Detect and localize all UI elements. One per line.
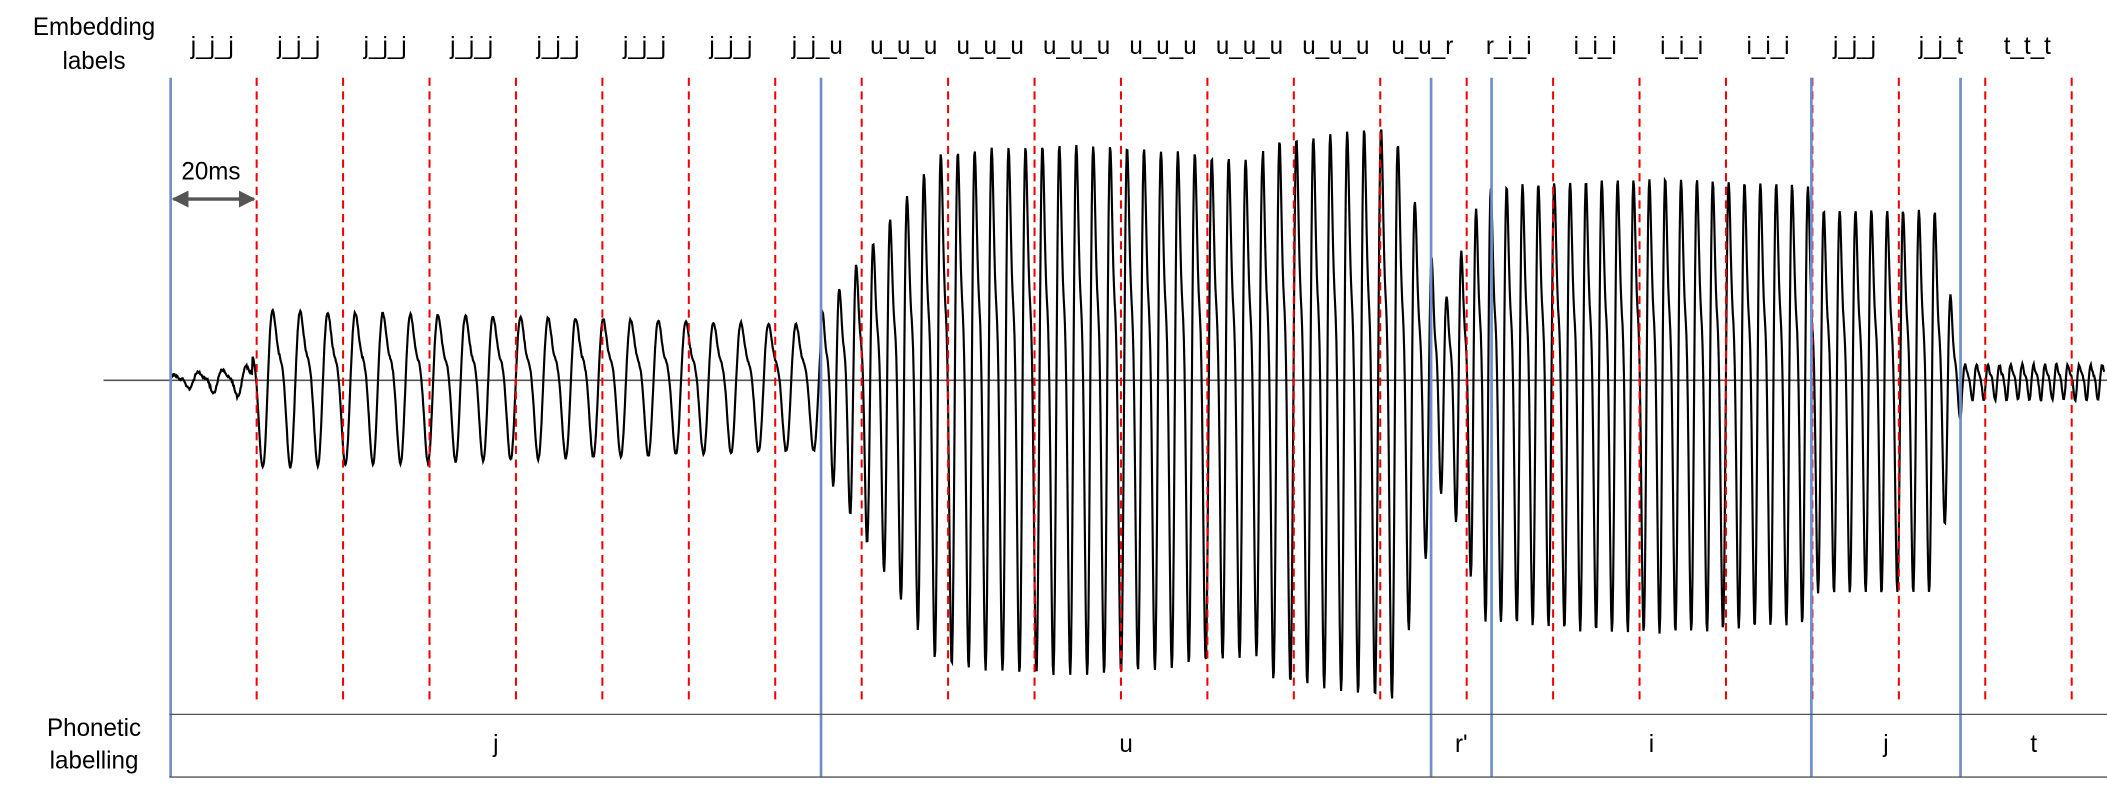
embedding-label: j_j_j — [622, 33, 666, 60]
phonetic-label: j — [1882, 731, 1888, 758]
embedding-label: j_j_j — [190, 33, 234, 60]
embedding-label: i_i_i — [1660, 33, 1703, 60]
embedding-label: j_j_j — [363, 33, 407, 60]
embedding-label: j_j_j — [1832, 33, 1876, 60]
embedding-title: labels — [62, 48, 125, 75]
embedding-title: Embedding — [33, 14, 155, 41]
phonetic-title: Phonetic — [47, 715, 141, 742]
embedding-label: u_u_u — [1302, 33, 1369, 60]
phonetic-label: u — [1119, 731, 1132, 758]
embedding-label: i_i_i — [1747, 33, 1790, 60]
embedding-label: u_u_r — [1391, 33, 1453, 60]
phonetic-label: t — [2030, 731, 2037, 758]
embedding-label: j_j_t — [1918, 33, 1964, 60]
embedding-label: j_j_j — [449, 33, 493, 60]
phonetic-title: labelling — [50, 747, 139, 774]
embedding-label: j_j_u — [791, 33, 843, 60]
phonetic-label: i — [1649, 731, 1654, 758]
embedding-label: u_u_u — [1129, 33, 1196, 60]
embedding-label: j_j_j — [708, 33, 752, 60]
embedding-label: i_i_i — [1574, 33, 1617, 60]
duration-label: 20ms — [181, 158, 240, 185]
boundary-lines — [171, 78, 2072, 777]
embedding-label: u_u_u — [1216, 33, 1283, 60]
phonetic-label: j — [492, 731, 498, 758]
embedding-label: u_u_u — [870, 33, 937, 60]
embedding-label: u_u_u — [957, 33, 1024, 60]
embedding-label: u_u_u — [1043, 33, 1110, 60]
embedding-label: t_t_t — [2004, 33, 2051, 60]
embedding-label: r_i_i — [1486, 33, 1532, 60]
waveform-group — [171, 130, 2105, 699]
embedding-label: j_j_j — [536, 33, 580, 60]
embedding-label: j_j_j — [276, 33, 320, 60]
phonetic-label: r' — [1455, 731, 1468, 758]
waveform — [171, 130, 2105, 699]
